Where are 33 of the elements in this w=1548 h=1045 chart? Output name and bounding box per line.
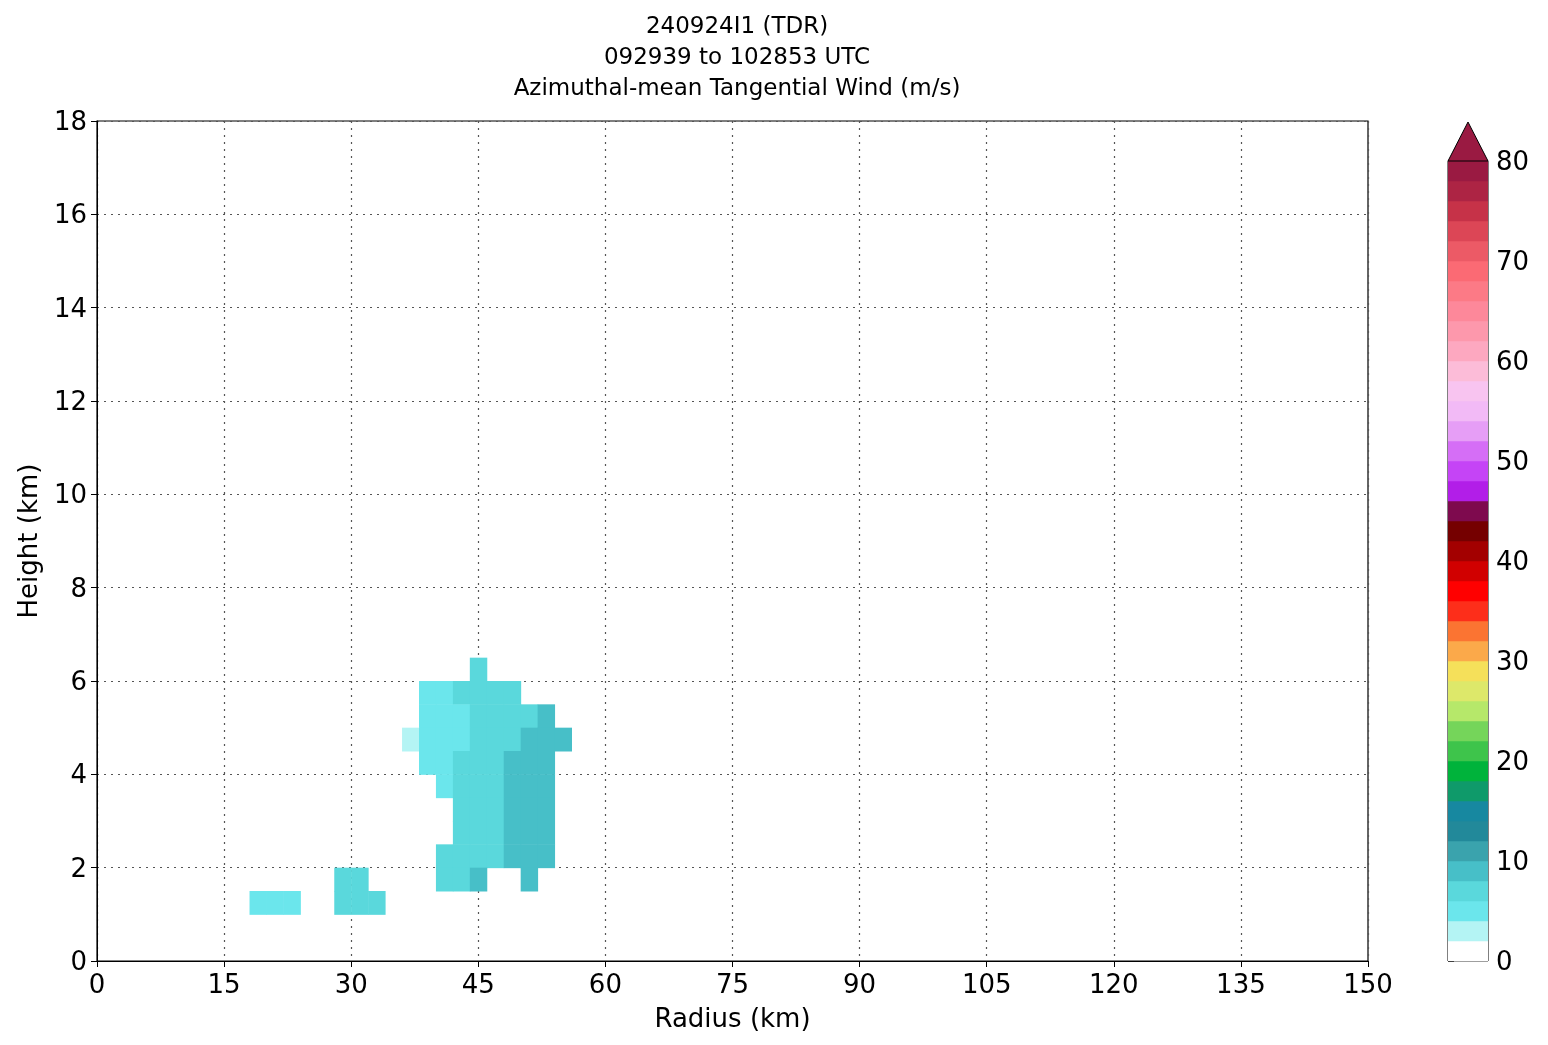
y-tick-label: 4: [70, 759, 87, 790]
y-tick-label: 12: [53, 386, 87, 416]
color-bar-label: 40: [1496, 546, 1530, 576]
y-tick-label: 10: [53, 479, 87, 510]
x-tick-label: 45: [461, 969, 495, 999]
color-bar-label: 20: [1496, 746, 1530, 776]
x-tick-label: 90: [843, 969, 877, 999]
x-tick-label: 60: [588, 969, 622, 999]
x-tick-label: 120: [1088, 969, 1139, 999]
x-axis-title: Radius (km): [654, 1003, 811, 1033]
chart-subtitle: 092939 to 102853 UTC Azimuthal-mean Tangential Wind (m/s): [513, 42, 961, 100]
color-bar-label: 70: [1496, 246, 1530, 276]
y-tick-label: 2: [70, 852, 87, 883]
color-bar-label: 80: [1496, 146, 1530, 176]
y-tick-label: 14: [53, 292, 87, 323]
color-bar-label: 50: [1496, 446, 1530, 476]
y-tick-label: 8: [70, 572, 87, 603]
color-bar-label: 0: [1496, 946, 1513, 976]
x-tick-label: 150: [1343, 969, 1393, 999]
x-tick-label: 15: [207, 969, 241, 999]
x-tick-label: 105: [961, 969, 1012, 999]
x-tick-label: 135: [1216, 969, 1266, 999]
color-bar-label: 60: [1496, 346, 1530, 376]
y-axis-title: Height (km): [13, 463, 43, 619]
y-tick-label: 0: [70, 946, 87, 976]
color-bar-label: 10: [1496, 846, 1530, 876]
y-tick-label: 6: [70, 666, 87, 696]
y-tick-label: 16: [53, 199, 87, 230]
chart-title: 240924I1 (TDR): [645, 11, 829, 38]
color-bar-label: 30: [1496, 646, 1530, 676]
x-tick-label: 75: [715, 969, 750, 999]
x-tick-label: 30: [334, 969, 368, 999]
y-tick-label: 18: [53, 106, 87, 136]
